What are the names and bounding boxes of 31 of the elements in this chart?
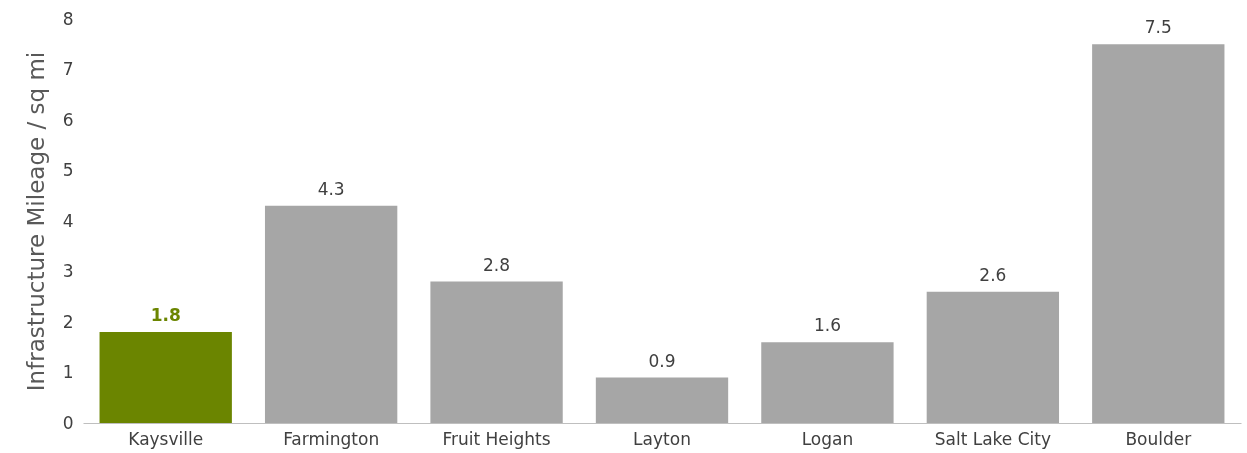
y-tick-label: 0	[62, 412, 74, 433]
y-tick-label: 5	[62, 160, 74, 180]
y-tick-label: 8	[62, 8, 74, 29]
data-label: 1.8	[150, 305, 181, 326]
x-tick-label: Fruit Heights	[442, 428, 551, 449]
data-label: 7.5	[1144, 17, 1172, 38]
x-tick-label: Farmington	[283, 428, 380, 449]
bar	[430, 281, 563, 423]
data-label: 0.9	[648, 350, 676, 371]
y-tick-label: 7	[62, 59, 74, 79]
x-tick-label: Boulder	[1125, 428, 1192, 449]
y-tick-label: 3	[62, 261, 74, 281]
bar	[1092, 44, 1225, 423]
bar	[595, 377, 729, 423]
x-tick-label: Salt Lake City	[934, 428, 1052, 449]
data-label: 2.8	[483, 254, 511, 275]
bar	[761, 342, 894, 423]
x-tick-label: Layton	[633, 428, 691, 449]
data-label: 4.3	[317, 178, 345, 199]
bar	[99, 332, 232, 423]
y-tick-label: 2	[62, 311, 74, 332]
y-tick-label: 1	[62, 362, 74, 382]
bar	[264, 205, 398, 423]
y-axis-title: Infrastructure Mileage / sq mi	[22, 51, 49, 392]
y-tick-label: 4	[62, 210, 74, 231]
data-label: 2.6	[979, 264, 1007, 285]
data-label: 1.6	[813, 315, 841, 336]
bar	[926, 291, 1060, 423]
x-tick-label: Logan	[801, 428, 854, 449]
x-tick-label: Kaysville	[128, 428, 204, 449]
y-tick-label: 6	[62, 109, 74, 130]
